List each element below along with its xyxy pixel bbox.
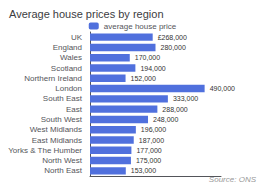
svg-text:London: London xyxy=(55,84,82,93)
svg-text:170,000: 170,000 xyxy=(135,54,160,61)
svg-text:280,000: 280,000 xyxy=(161,44,186,51)
svg-text:UK: UK xyxy=(71,33,83,42)
svg-text:153,000: 153,000 xyxy=(131,167,156,174)
svg-text:Average house prices by region: Average house prices by region xyxy=(9,8,164,20)
svg-text:£268,000: £268,000 xyxy=(158,34,187,41)
svg-text:152,000: 152,000 xyxy=(131,75,156,82)
svg-text:West Midlands: West Midlands xyxy=(30,125,82,134)
svg-text:248,000: 248,000 xyxy=(153,116,178,123)
svg-text:South West: South West xyxy=(41,115,83,124)
svg-text:333,000: 333,000 xyxy=(173,95,198,102)
svg-text:Source: ONS: Source: ONS xyxy=(209,175,257,184)
svg-text:Wales: Wales xyxy=(60,53,82,62)
svg-text:Northern Ireland: Northern Ireland xyxy=(24,74,82,83)
svg-text:East Midlands: East Midlands xyxy=(32,136,82,145)
svg-text:England: England xyxy=(53,43,82,52)
svg-text:490,000: 490,000 xyxy=(210,85,235,92)
svg-text:average house price: average house price xyxy=(104,22,177,31)
svg-text:Scotland: Scotland xyxy=(51,64,82,73)
svg-text:South East: South East xyxy=(43,94,83,103)
svg-text:North East: North East xyxy=(44,166,83,175)
svg-text:North West: North West xyxy=(42,156,83,165)
svg-text:177,000: 177,000 xyxy=(136,147,161,154)
svg-text:288,000: 288,000 xyxy=(162,106,187,113)
svg-text:175,000: 175,000 xyxy=(136,157,161,164)
svg-text:East: East xyxy=(66,105,83,114)
svg-text:196,000: 196,000 xyxy=(141,126,166,133)
svg-text:187,000: 187,000 xyxy=(139,137,164,144)
svg-text:Yorks & The Humber: Yorks & The Humber xyxy=(8,146,82,155)
svg-text:194,000: 194,000 xyxy=(140,65,165,72)
